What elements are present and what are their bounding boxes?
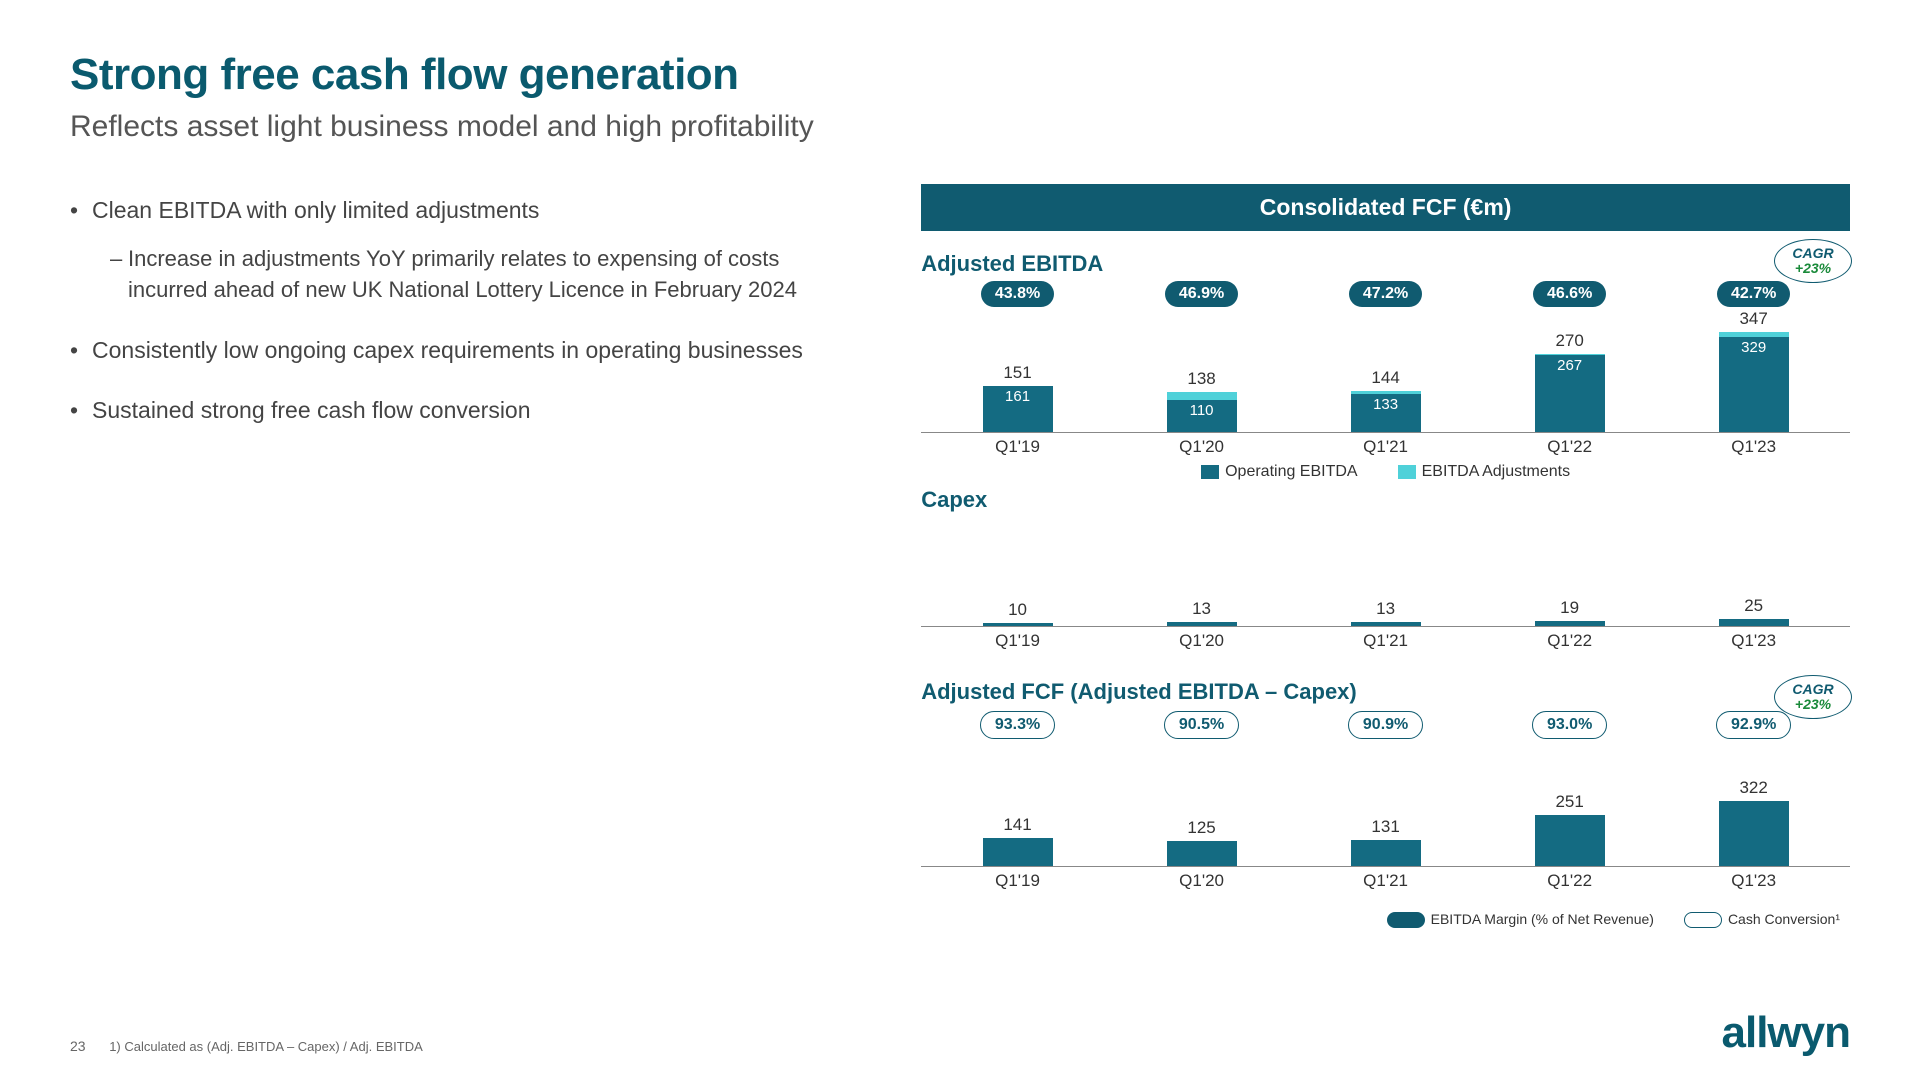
- period-label: Q1'19: [931, 631, 1104, 651]
- period-label: Q1'21: [1299, 871, 1472, 891]
- bullet-1-sub: Increase in adjustments YoY primarily re…: [110, 244, 861, 306]
- cash-conversion-pill: 93.3%: [980, 711, 1055, 739]
- ebitda-legend: Operating EBITDA EBITDA Adjustments: [921, 463, 1850, 481]
- bar: [1351, 622, 1421, 626]
- footer: 23 1) Calculated as (Adj. EBITDA – Capex…: [70, 1038, 423, 1054]
- ebitda-total-label: 138: [1187, 369, 1215, 389]
- period-label: Q1'23: [1667, 871, 1840, 891]
- period-label: Q1'21: [1299, 437, 1472, 457]
- ebitda-bar: 161: [983, 386, 1053, 432]
- ebitda-total-label: 151: [1003, 363, 1031, 383]
- bar: [1719, 619, 1789, 626]
- bullet-2: Consistently low ongoing capex requireme…: [70, 334, 861, 366]
- bar-value-label: 131: [1371, 817, 1399, 837]
- ebitda-total-label: 270: [1555, 331, 1583, 351]
- period-label: Q1'22: [1483, 871, 1656, 891]
- ebitda-margin-pill: 46.9%: [1165, 281, 1238, 307]
- ebitda-bar: 133: [1351, 391, 1421, 432]
- period-label: Q1'20: [1115, 631, 1288, 651]
- ebitda-bar: 329: [1719, 332, 1789, 432]
- cash-conversion-pill: 90.9%: [1348, 711, 1423, 739]
- bar-value-label: 13: [1192, 599, 1211, 619]
- text-column: Clean EBITDA with only limited adjustmen…: [70, 184, 861, 928]
- bullet-3: Sustained strong free cash flow conversi…: [70, 394, 861, 426]
- bar: [1719, 801, 1789, 866]
- cagr-badge-fcf: CAGR+23%: [1774, 675, 1852, 719]
- page-title: Strong free cash flow generation: [70, 50, 1850, 100]
- period-label: Q1'22: [1483, 631, 1656, 651]
- bar-value-label: 25: [1744, 596, 1763, 616]
- cash-conversion-pill: 90.5%: [1164, 711, 1239, 739]
- bar: [1535, 621, 1605, 626]
- ebitda-margin-pill: 42.7%: [1717, 281, 1790, 307]
- ebitda-operating-label: 161: [983, 386, 1053, 405]
- bar-value-label: 125: [1187, 818, 1215, 838]
- period-label: Q1'20: [1115, 871, 1288, 891]
- ebitda-operating-label: 267: [1535, 355, 1605, 374]
- ebitda-bar: 110: [1167, 392, 1237, 432]
- bar: [1351, 840, 1421, 866]
- chart-adjusted-fcf: Adjusted FCF (Adjusted EBITDA – Capex) C…: [921, 679, 1850, 891]
- chart-adjusted-ebitda: Adjusted EBITDA CAGR+23% 43.8%46.9%47.2%…: [921, 243, 1850, 481]
- bar: [983, 838, 1053, 866]
- panel-header: Consolidated FCF (€m): [921, 184, 1850, 231]
- ebitda-total-label: 347: [1739, 309, 1767, 329]
- cash-conversion-pill: 93.0%: [1532, 711, 1607, 739]
- period-label: Q1'19: [931, 871, 1104, 891]
- ebitda-title: Adjusted EBITDA: [921, 251, 1850, 277]
- period-label: Q1'19: [931, 437, 1104, 457]
- footnote: 1) Calculated as (Adj. EBITDA – Capex) /…: [109, 1039, 423, 1054]
- bar-value-label: 141: [1003, 815, 1031, 835]
- bar-value-label: 322: [1739, 778, 1767, 798]
- ebitda-bar: 267: [1535, 354, 1605, 432]
- page-number: 23: [70, 1038, 86, 1054]
- ebitda-total-label: 144: [1371, 368, 1399, 388]
- bar-value-label: 10: [1008, 600, 1027, 620]
- capex-title: Capex: [921, 487, 1850, 513]
- cash-conversion-pill: 92.9%: [1716, 711, 1791, 739]
- bar: [983, 623, 1053, 626]
- period-label: Q1'21: [1299, 631, 1472, 651]
- bar: [1167, 841, 1237, 866]
- bar-value-label: 251: [1555, 792, 1583, 812]
- slide: Strong free cash flow generation Reflect…: [0, 0, 1920, 1080]
- ebitda-margin-pill: 46.6%: [1533, 281, 1606, 307]
- bar: [1167, 622, 1237, 626]
- bar-value-label: 13: [1376, 599, 1395, 619]
- period-label: Q1'23: [1667, 631, 1840, 651]
- bullet-1: Clean EBITDA with only limited adjustmen…: [70, 194, 861, 306]
- fcf-title: Adjusted FCF (Adjusted EBITDA – Capex): [921, 679, 1850, 705]
- ebitda-operating-label: 110: [1167, 400, 1237, 419]
- legend-pills: EBITDA Margin (% of Net Revenue) Cash Co…: [921, 911, 1850, 928]
- chart-capex: Capex 10 13 13 19 25 Q1'19 Q1'20 Q1'21 Q1'22 Q1'…: [921, 487, 1850, 651]
- bar-value-label: 19: [1560, 598, 1579, 618]
- page-subtitle: Reflects asset light business model and …: [70, 110, 1850, 144]
- logo: allwyn: [1722, 1008, 1851, 1058]
- ebitda-operating-label: 329: [1719, 337, 1789, 356]
- ebitda-margin-pill: 43.8%: [981, 281, 1054, 307]
- charts-column: Consolidated FCF (€m) Adjusted EBITDA CA…: [921, 184, 1850, 928]
- ebitda-margin-pill: 47.2%: [1349, 281, 1422, 307]
- ebitda-operating-label: 133: [1351, 394, 1421, 413]
- period-label: Q1'20: [1115, 437, 1288, 457]
- bar: [1535, 815, 1605, 866]
- period-label: Q1'22: [1483, 437, 1656, 457]
- cagr-badge-ebitda: CAGR+23%: [1774, 239, 1852, 283]
- period-label: Q1'23: [1667, 437, 1840, 457]
